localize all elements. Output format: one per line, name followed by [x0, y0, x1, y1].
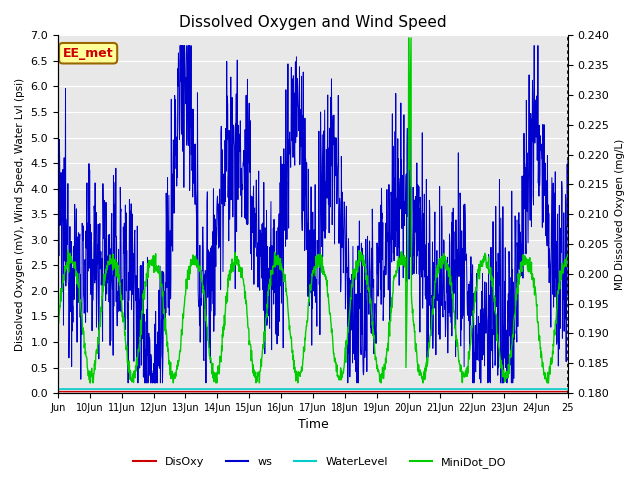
Y-axis label: MD Dissolved Oxygen (mg/L): MD Dissolved Oxygen (mg/L) — [615, 139, 625, 290]
Text: EE_met: EE_met — [63, 47, 113, 60]
X-axis label: Time: Time — [298, 419, 328, 432]
Legend: DisOxy, ws, WaterLevel, MiniDot_DO: DisOxy, ws, WaterLevel, MiniDot_DO — [129, 452, 511, 472]
Y-axis label: Dissolved Oxygen (mV), Wind Speed, Water Lvl (psi): Dissolved Oxygen (mV), Wind Speed, Water… — [15, 78, 25, 351]
Title: Dissolved Oxygen and Wind Speed: Dissolved Oxygen and Wind Speed — [179, 15, 447, 30]
